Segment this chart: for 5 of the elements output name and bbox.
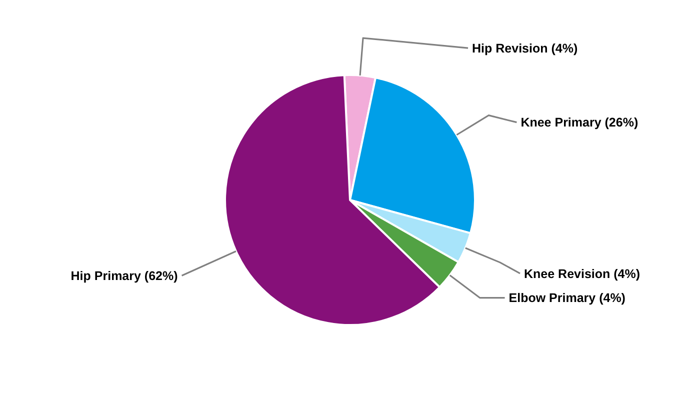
- slice-label: Hip Primary (62%): [70, 268, 178, 283]
- slice-label: Knee Primary (26%): [520, 116, 638, 130]
- slice-label: Knee Revision (4%): [524, 266, 640, 281]
- slice-label: Elbow Primary (4%): [508, 291, 626, 306]
- slice-label: Hip Revision (4%): [472, 41, 578, 56]
